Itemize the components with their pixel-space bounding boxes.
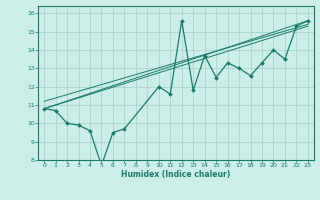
- X-axis label: Humidex (Indice chaleur): Humidex (Indice chaleur): [121, 170, 231, 179]
